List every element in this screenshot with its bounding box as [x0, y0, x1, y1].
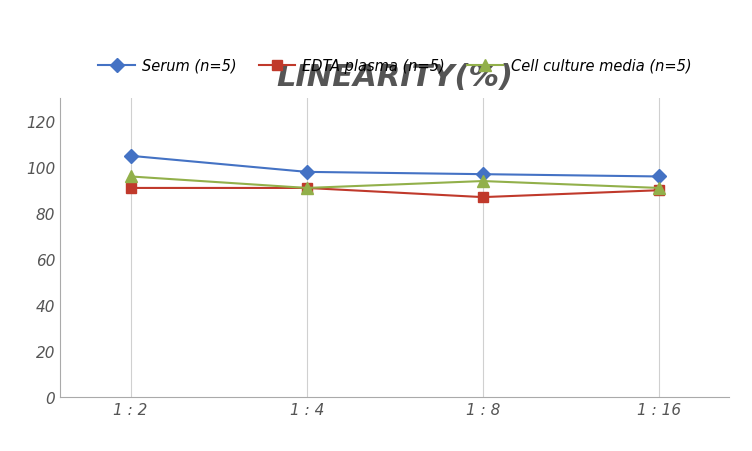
Serum (n=5): [478, 172, 487, 178]
Serum (n=5): [126, 154, 135, 159]
EDTA plasma (n=5): [302, 186, 311, 191]
Cell culture media (n=5): [126, 175, 135, 180]
EDTA plasma (n=5): [478, 195, 487, 200]
Cell culture media (n=5): [478, 179, 487, 184]
EDTA plasma (n=5): [126, 186, 135, 191]
EDTA plasma (n=5): [654, 188, 663, 193]
Line: Serum (n=5): Serum (n=5): [126, 152, 664, 182]
Cell culture media (n=5): [654, 186, 663, 191]
Legend: Serum (n=5), EDTA plasma (n=5), Cell culture media (n=5): Serum (n=5), EDTA plasma (n=5), Cell cul…: [92, 53, 697, 79]
Title: LINEARITY(%): LINEARITY(%): [276, 62, 514, 92]
Serum (n=5): [302, 170, 311, 175]
Line: Cell culture media (n=5): Cell culture media (n=5): [125, 171, 665, 194]
Cell culture media (n=5): [302, 186, 311, 191]
Serum (n=5): [654, 175, 663, 180]
Line: EDTA plasma (n=5): EDTA plasma (n=5): [126, 184, 664, 202]
